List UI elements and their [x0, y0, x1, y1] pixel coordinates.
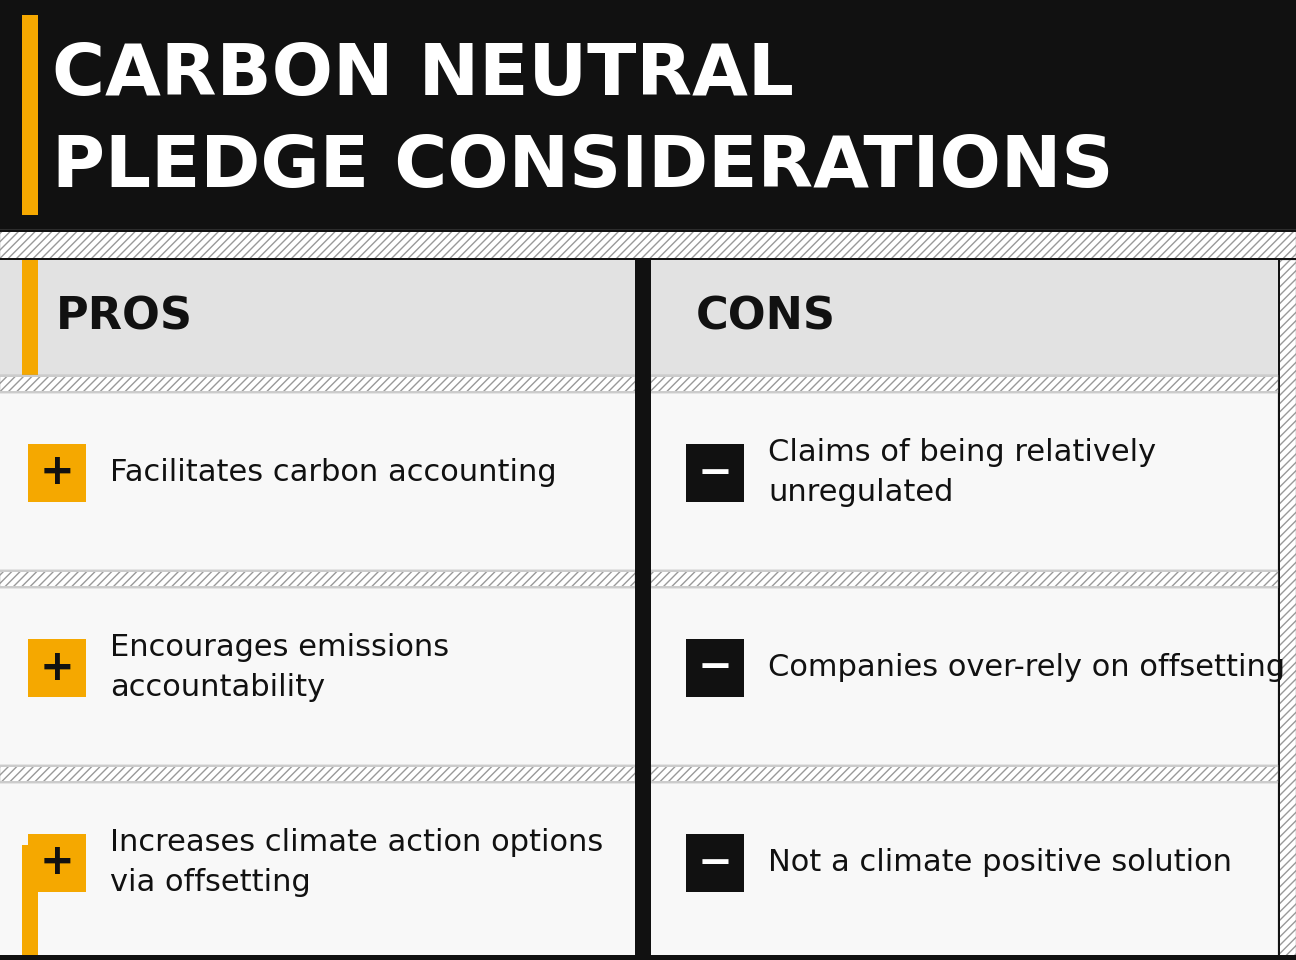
- Text: CONS: CONS: [696, 296, 836, 339]
- Bar: [0, 391, 635, 393]
- Bar: [686, 444, 744, 501]
- Bar: [0, 375, 635, 570]
- Bar: [686, 638, 744, 697]
- Bar: [0, 230, 1296, 260]
- Bar: [0, 375, 635, 377]
- Bar: [651, 781, 1278, 783]
- Bar: [22, 15, 38, 215]
- Text: Companies over-rely on offsetting: Companies over-rely on offsetting: [769, 653, 1286, 682]
- Text: PLEDGE CONSIDERATIONS: PLEDGE CONSIDERATIONS: [52, 133, 1113, 203]
- Bar: [651, 375, 1278, 393]
- Bar: [1278, 260, 1296, 960]
- Text: CARBON NEUTRAL: CARBON NEUTRAL: [52, 41, 794, 110]
- Bar: [651, 586, 1278, 588]
- Bar: [651, 765, 1278, 767]
- Text: −: −: [697, 451, 732, 493]
- Bar: [22, 260, 38, 375]
- Text: +: +: [40, 451, 74, 493]
- Bar: [651, 765, 1278, 960]
- Bar: [651, 375, 1278, 377]
- Text: Not a climate positive solution: Not a climate positive solution: [769, 848, 1232, 877]
- Bar: [1278, 260, 1280, 960]
- Bar: [686, 833, 744, 892]
- Bar: [0, 765, 635, 767]
- Bar: [0, 260, 635, 375]
- Bar: [651, 570, 1278, 572]
- Bar: [0, 0, 1296, 5]
- Bar: [0, 375, 635, 393]
- Bar: [0, 258, 1296, 260]
- Bar: [651, 375, 1278, 377]
- Bar: [0, 230, 1296, 232]
- Bar: [0, 765, 635, 960]
- Bar: [0, 0, 1296, 230]
- Bar: [0, 570, 635, 588]
- Text: Claims of being relatively
unregulated: Claims of being relatively unregulated: [769, 438, 1156, 507]
- Bar: [0, 781, 635, 783]
- Bar: [0, 765, 635, 783]
- Bar: [0, 570, 635, 765]
- Bar: [0, 260, 38, 960]
- Text: PROS: PROS: [56, 296, 193, 339]
- Text: +: +: [40, 842, 74, 883]
- Bar: [651, 570, 1278, 765]
- Text: +: +: [40, 646, 74, 688]
- Bar: [29, 638, 86, 697]
- Bar: [29, 444, 86, 501]
- Bar: [651, 260, 1278, 375]
- Bar: [0, 570, 635, 572]
- Bar: [22, 845, 38, 960]
- Text: −: −: [697, 646, 732, 688]
- Bar: [0, 955, 1296, 960]
- Text: −: −: [697, 842, 732, 883]
- Bar: [651, 375, 1278, 570]
- Bar: [651, 570, 1278, 588]
- Bar: [651, 391, 1278, 393]
- Bar: [0, 375, 635, 377]
- Bar: [0, 586, 635, 588]
- Text: Encourages emissions
accountability: Encourages emissions accountability: [110, 633, 450, 703]
- Bar: [635, 260, 651, 960]
- Text: Facilitates carbon accounting: Facilitates carbon accounting: [110, 458, 556, 487]
- Text: Increases climate action options
via offsetting: Increases climate action options via off…: [110, 828, 603, 898]
- Bar: [29, 833, 86, 892]
- Bar: [651, 765, 1278, 783]
